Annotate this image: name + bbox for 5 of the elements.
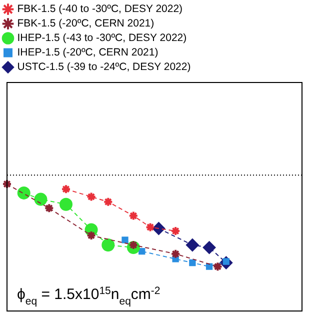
legend-label: IHEP-1.5 (-43 to -30ºC, DESY 2022)	[17, 32, 187, 44]
legend-label: USTC-1.5 (-39 to -24ºC, DESY 2022)	[17, 61, 191, 74]
legend-label: FBK-1.5 (-40 to -30ºC, DESY 2022)	[17, 3, 183, 16]
legend-label: FBK-1.5 (-20ºC, CERN 2021)	[17, 18, 154, 30]
legend-label: IHEP-1.5 (-20ºC, CERN 2021)	[17, 46, 158, 59]
